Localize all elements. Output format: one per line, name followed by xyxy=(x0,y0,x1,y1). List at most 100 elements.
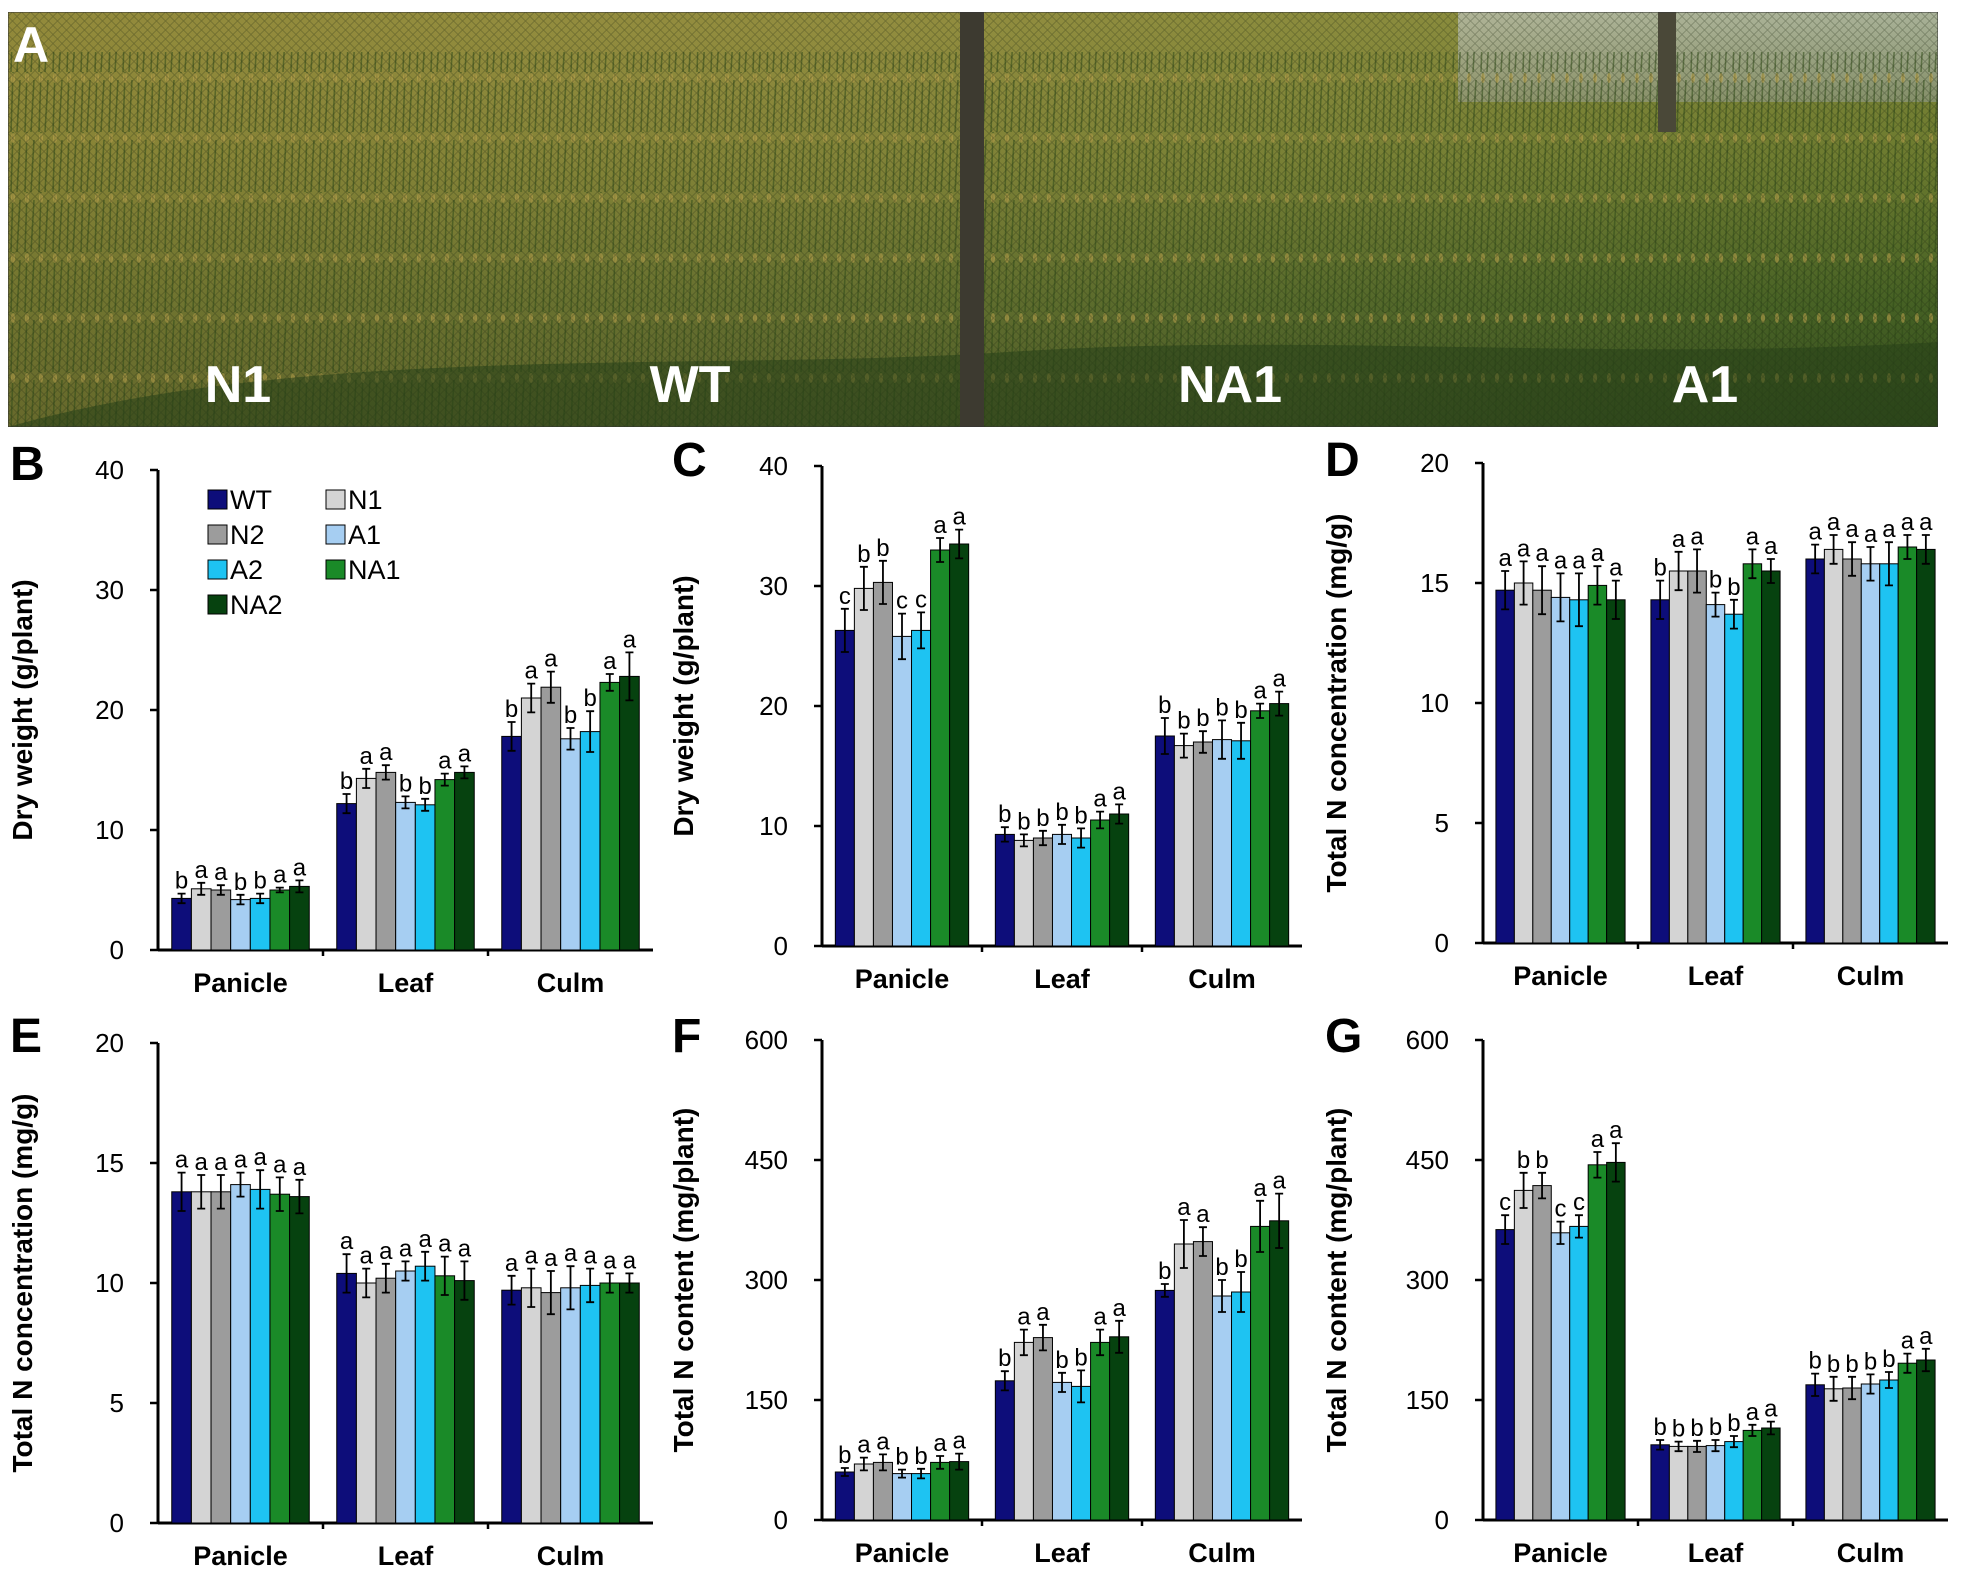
error-bar xyxy=(216,1174,225,1210)
significance-letter: a xyxy=(525,658,539,685)
bar-a2 xyxy=(1879,563,1899,944)
significance-letter: b xyxy=(418,773,431,800)
legend-label-n1: N1 xyxy=(348,485,383,515)
bar-n2 xyxy=(1687,1445,1707,1521)
bar-a2 xyxy=(1724,1441,1744,1521)
error-bar xyxy=(1748,548,1757,580)
panel-label-b: B xyxy=(10,440,45,491)
bar-wt xyxy=(171,1191,192,1524)
significance-letter: a xyxy=(1272,1168,1286,1195)
significance-letter: b xyxy=(998,1345,1011,1372)
significance-letter: b xyxy=(1827,1351,1840,1378)
x-tick-label-culm: Culm xyxy=(1837,961,1905,991)
error-bar xyxy=(859,565,868,611)
significance-letter: a xyxy=(273,1151,287,1178)
bar-n2 xyxy=(872,581,893,947)
bar-na2 xyxy=(1109,1336,1130,1521)
bar-wt xyxy=(1495,589,1515,944)
bar-a2 xyxy=(1569,599,1589,944)
y-tick-label: 450 xyxy=(1406,1145,1449,1175)
error-bar xyxy=(566,727,575,751)
x-tick-label-culm: Culm xyxy=(537,1541,605,1571)
significance-letter: a xyxy=(438,748,452,775)
significance-letter: a xyxy=(933,1430,947,1457)
significance-letter: a xyxy=(1112,1295,1126,1322)
error-bar xyxy=(1179,732,1188,759)
bar-a1 xyxy=(1860,563,1881,944)
bar-na1 xyxy=(599,1282,621,1524)
error-bar xyxy=(1848,541,1857,577)
bar-a1 xyxy=(1550,596,1571,944)
significance-letter: a xyxy=(603,648,617,675)
x-tick-label-leaf: Leaf xyxy=(1034,964,1091,994)
bar-a2 xyxy=(1569,1225,1589,1521)
error-bar xyxy=(566,1265,575,1311)
error-bar xyxy=(1077,1369,1086,1404)
legend-swatch-na2 xyxy=(207,594,228,615)
error-bar xyxy=(197,1174,206,1210)
significance-letter: b xyxy=(1234,697,1247,724)
significance-letter: a xyxy=(1764,533,1778,560)
error-bar xyxy=(1921,1347,1930,1373)
bar-na1 xyxy=(1897,1362,1918,1521)
error-bar xyxy=(1038,829,1047,847)
error-bar xyxy=(1256,702,1265,719)
error-bar xyxy=(362,1267,371,1299)
significance-letter: a xyxy=(214,1149,228,1176)
x-tick-label-panicle: Panicle xyxy=(855,964,950,994)
error-bar xyxy=(1693,1439,1702,1453)
significance-letter: b xyxy=(1535,1147,1548,1174)
bar-a1 xyxy=(1705,1445,1726,1521)
bar-na1 xyxy=(434,779,456,951)
error-bar xyxy=(917,611,926,650)
bar-wt xyxy=(1650,599,1670,944)
significance-letter: a xyxy=(1272,666,1286,693)
bar-n2 xyxy=(1842,1387,1862,1521)
error-bar xyxy=(936,1455,945,1470)
bar-a2 xyxy=(249,1188,271,1524)
bar-wt xyxy=(1154,1289,1175,1521)
significance-letter: b xyxy=(1653,555,1666,582)
y-tick-label: 150 xyxy=(745,1385,788,1415)
significance-letter: b xyxy=(857,541,870,568)
error-bar xyxy=(216,884,225,896)
panel-label-f: F xyxy=(672,1010,701,1063)
significance-letter: b xyxy=(1690,1415,1703,1442)
error-bar xyxy=(1501,1214,1510,1245)
significance-letter: a xyxy=(1808,519,1822,546)
significance-letter: b xyxy=(1215,694,1228,721)
significance-letter: b xyxy=(1882,1346,1895,1373)
error-bar xyxy=(1096,810,1105,830)
error-bar xyxy=(1237,1271,1246,1313)
bar-wt xyxy=(501,735,522,951)
bar-n2 xyxy=(1192,741,1213,947)
error-bar xyxy=(1275,690,1284,717)
significance-letter: b xyxy=(1215,1254,1228,1281)
bar-wt xyxy=(171,897,192,951)
y-tick-label: 5 xyxy=(1435,808,1449,838)
bar-a1 xyxy=(395,1270,416,1524)
bar-n1 xyxy=(1013,1341,1034,1521)
bar-a2 xyxy=(1724,613,1744,944)
error-bar xyxy=(955,528,964,560)
bar-a1 xyxy=(1051,833,1073,947)
error-bar xyxy=(177,892,186,905)
bar-na1 xyxy=(434,1275,456,1524)
error-bar xyxy=(1519,1171,1528,1209)
significance-letter: a xyxy=(1864,521,1878,548)
significance-letter: b xyxy=(1074,1344,1087,1371)
significance-letter: a xyxy=(1746,523,1760,550)
bar-a2 xyxy=(1071,837,1092,947)
significance-letter: a xyxy=(293,854,307,881)
significance-letter: a xyxy=(1690,523,1704,550)
error-bar xyxy=(527,682,536,714)
bar-n1 xyxy=(1173,745,1194,947)
error-bar xyxy=(1693,548,1702,594)
error-bar xyxy=(605,1272,614,1294)
significance-letter: c xyxy=(1555,1196,1567,1223)
x-tick-label-leaf: Leaf xyxy=(1688,961,1745,991)
error-bar xyxy=(1160,717,1169,755)
bar-n2 xyxy=(1532,589,1552,944)
significance-letter: b xyxy=(914,1443,927,1470)
error-bar xyxy=(197,881,206,896)
